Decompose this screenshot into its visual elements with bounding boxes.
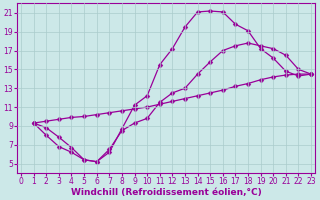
X-axis label: Windchill (Refroidissement éolien,°C): Windchill (Refroidissement éolien,°C) bbox=[71, 188, 261, 197]
